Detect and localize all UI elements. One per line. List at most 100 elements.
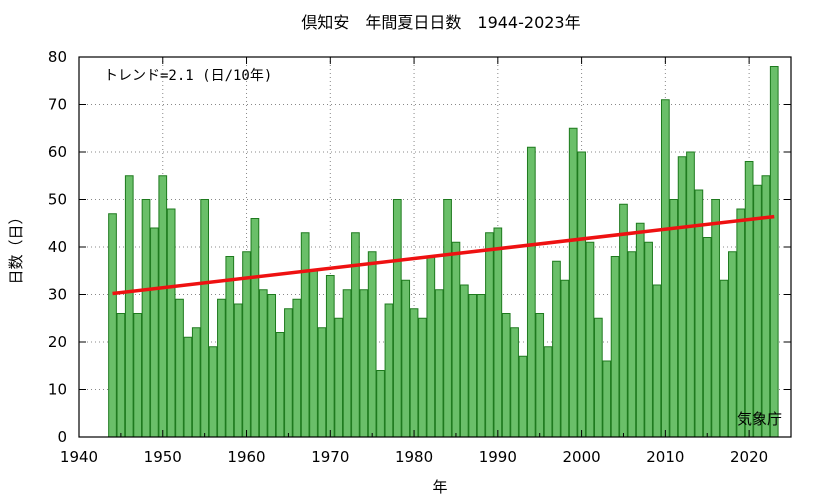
bar-2009 <box>652 284 662 438</box>
bar-1999 <box>568 127 578 438</box>
bar-1990 <box>493 227 503 438</box>
bar-1959 <box>233 303 243 438</box>
y-axis: 0 10 20 30 40 50 60 70 80 <box>48 48 791 446</box>
bar-1965 <box>284 308 293 438</box>
y-tick-label: 30 <box>48 286 67 304</box>
bar-2018 <box>728 251 737 438</box>
bar-1966 <box>292 298 302 438</box>
x-tick-label: 2010 <box>646 448 684 466</box>
bar-1977 <box>384 303 394 438</box>
x-axis: 1940 1950 1960 1970 1980 1990 2000 2010 2020 <box>60 57 792 466</box>
x-tick-label: 1950 <box>144 448 182 466</box>
bar-1985 <box>451 241 461 438</box>
bar-2021 <box>753 184 762 438</box>
bar-2008 <box>644 241 653 438</box>
bar-1964 <box>275 332 285 438</box>
bar-2010 <box>660 99 670 438</box>
bar-1979 <box>401 279 411 438</box>
bar-1962 <box>258 289 268 438</box>
credit-label: 気象庁 <box>737 410 782 428</box>
bar-1944 <box>108 213 117 438</box>
bar-1971 <box>334 317 344 438</box>
bar-1986 <box>459 284 469 438</box>
bar-1994 <box>526 146 536 438</box>
bar-2005 <box>619 203 628 438</box>
bar-2017 <box>719 279 729 438</box>
bar-1988 <box>476 294 486 438</box>
bar-2015 <box>702 237 712 438</box>
x-tick-label: 2000 <box>562 448 600 466</box>
bar-1955 <box>200 199 210 438</box>
bar-2013 <box>686 151 695 438</box>
bar-1975 <box>367 251 377 438</box>
trend-line <box>112 214 775 296</box>
bar-2003 <box>602 360 612 438</box>
bar-2004 <box>610 256 620 438</box>
bar-1947 <box>133 313 142 438</box>
bar-1987 <box>468 294 478 438</box>
y-axis-title: 日数（日） <box>7 209 25 284</box>
bar-2022 <box>761 175 771 438</box>
bar-1976 <box>376 370 385 438</box>
bar-1951 <box>166 208 176 438</box>
x-tick-label: 1990 <box>479 448 517 466</box>
bar-2002 <box>593 317 603 438</box>
bar-2023 <box>769 66 779 438</box>
y-tick-label: 0 <box>57 428 67 446</box>
y-tick-label: 80 <box>48 48 67 66</box>
bar-1958 <box>225 256 235 438</box>
bar-1970 <box>325 275 335 438</box>
x-axis-title: 年 <box>432 478 447 496</box>
bar-1974 <box>359 289 369 438</box>
bar-2006 <box>627 251 637 438</box>
bar-1989 <box>485 232 494 438</box>
bar-1995 <box>535 313 545 438</box>
bar-2012 <box>677 156 687 438</box>
x-tick-label: 2020 <box>730 448 768 466</box>
trend-label: トレンド=2.1 (日/10年) <box>104 68 272 84</box>
bar-2016 <box>711 199 720 438</box>
bar-1969 <box>317 327 327 438</box>
chart-title: 倶知安 年間夏日日数 1944-2023年 <box>301 13 580 32</box>
bar-1984 <box>443 199 452 438</box>
bar-1953 <box>183 336 193 438</box>
y-tick-label: 50 <box>48 191 67 209</box>
bar-1945 <box>116 313 126 438</box>
bar-1992 <box>510 327 519 438</box>
bar-1978 <box>392 199 402 438</box>
bar-1952 <box>175 298 184 438</box>
y-tick-label: 10 <box>48 381 67 399</box>
y-tick-label: 20 <box>48 333 67 351</box>
bar-1950 <box>158 175 168 438</box>
bar-1983 <box>434 289 444 438</box>
x-tick-label: 1960 <box>227 448 265 466</box>
bar-series <box>108 66 779 438</box>
bar-2011 <box>669 199 679 438</box>
bar-1957 <box>217 298 226 438</box>
x-tick-label: 1970 <box>311 448 349 466</box>
bar-2007 <box>635 222 645 438</box>
bar-1996 <box>543 346 553 438</box>
bar-1991 <box>501 313 511 438</box>
bar-1981 <box>418 317 427 438</box>
bar-1954 <box>191 327 201 438</box>
bar-1998 <box>560 279 570 438</box>
bar-1968 <box>309 270 318 438</box>
bar-1948 <box>141 199 151 438</box>
bar-1972 <box>342 289 352 438</box>
bar-2019 <box>736 208 746 438</box>
bar-1980 <box>409 308 419 438</box>
bar-1967 <box>300 232 310 438</box>
y-tick-label: 60 <box>48 143 67 161</box>
y-tick-label: 70 <box>48 96 67 114</box>
bar-2001 <box>585 241 595 438</box>
bar-2020 <box>744 161 754 438</box>
bar-1963 <box>267 294 277 438</box>
bar-1961 <box>250 218 260 438</box>
x-tick-label: 1980 <box>395 448 433 466</box>
bar-1997 <box>552 260 561 438</box>
bar-1993 <box>518 355 528 438</box>
x-tick-label: 1940 <box>60 448 98 466</box>
bar-1956 <box>208 346 218 438</box>
